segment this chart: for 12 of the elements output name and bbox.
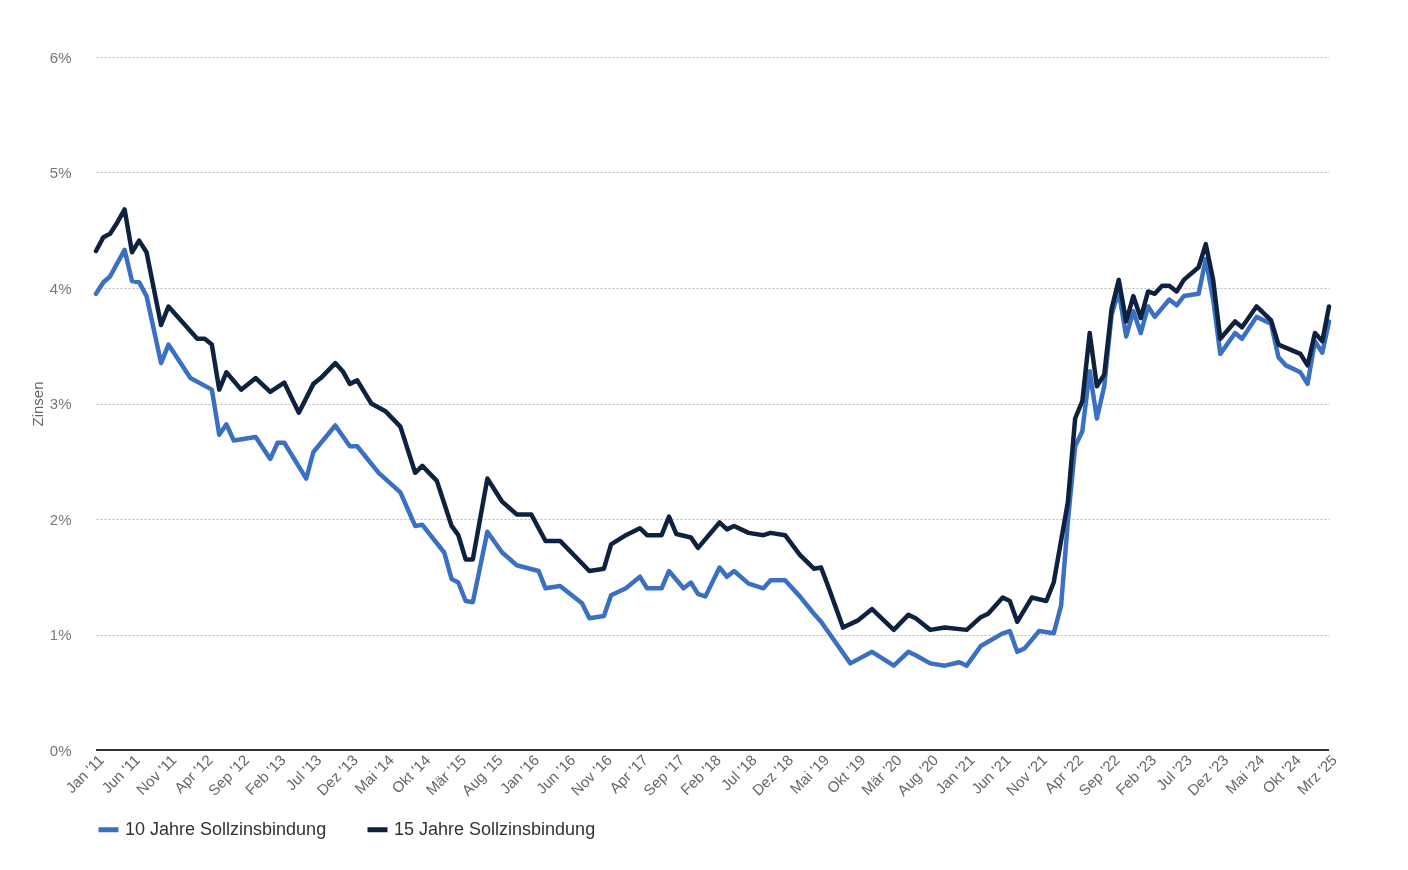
line-series <box>93 247 1332 668</box>
y-tick-label: 5% <box>49 164 72 181</box>
y-tick-label: 0% <box>49 741 72 759</box>
legend-label: 10 Jahre Sollzinsbindung <box>125 818 327 839</box>
legend-label: 15 Jahre Sollzinsbindung <box>394 818 596 839</box>
y-tick-label: 6% <box>49 48 72 66</box>
y-tick-label: 4% <box>49 279 72 297</box>
y-tick-label: 2% <box>49 510 72 528</box>
line-series <box>93 207 1332 633</box>
y-tick-label: 3% <box>49 395 72 412</box>
y-axis-title: Zinsen <box>28 381 46 427</box>
y-tick-label: 1% <box>49 626 72 643</box>
